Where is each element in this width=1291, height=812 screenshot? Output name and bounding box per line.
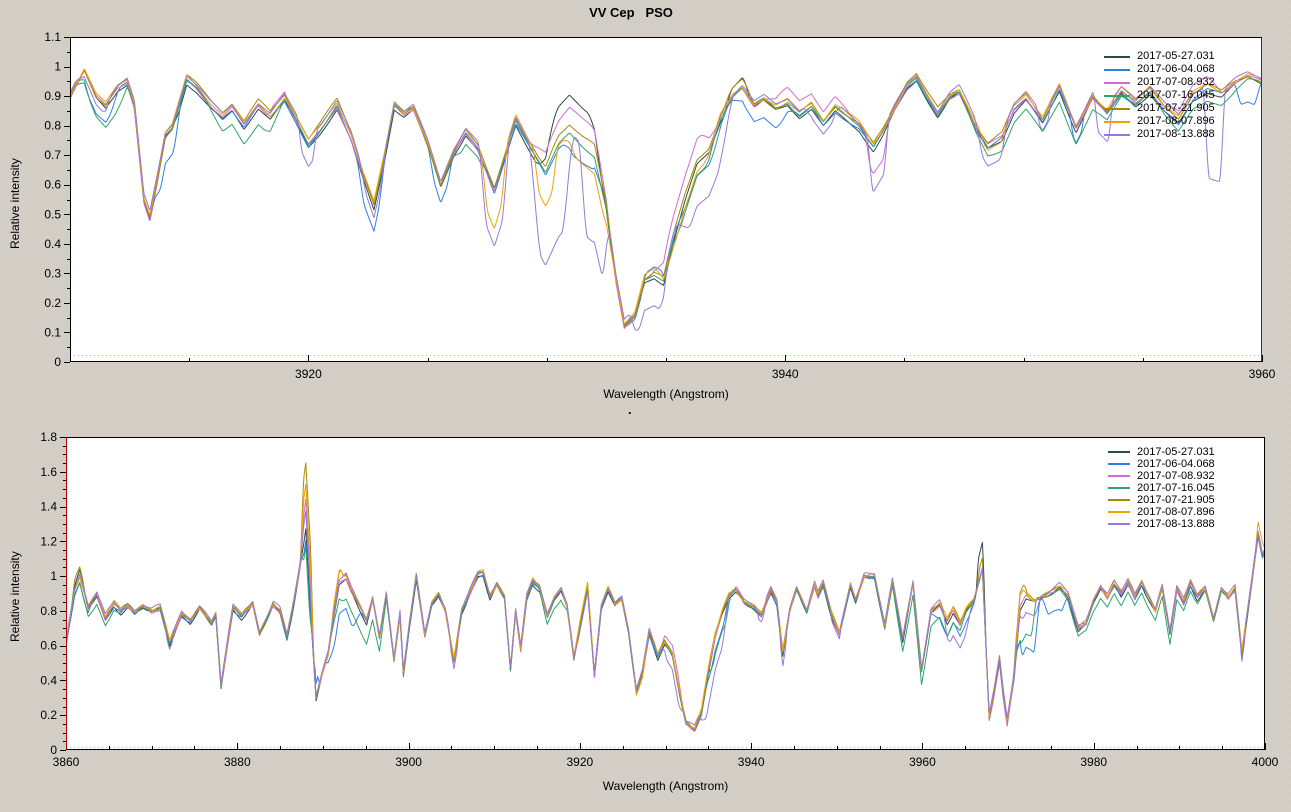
legend-line-swatch bbox=[1108, 511, 1130, 513]
legend-line-swatch bbox=[1108, 463, 1130, 465]
legend-item: 2017-07-16.045 bbox=[1108, 482, 1215, 494]
bottom-yaxis-label: Relative intensity bbox=[8, 551, 22, 642]
legend-item: 2017-08-13.888 bbox=[1104, 128, 1215, 141]
legend-label: 2017-08-07.896 bbox=[1137, 505, 1215, 518]
bottom-legend: 2017-05-27.031 2017-06-04.068 2017-07-08… bbox=[1108, 446, 1215, 530]
legend-line-swatch bbox=[1104, 120, 1130, 123]
legend-item: 2017-06-04.068 bbox=[1104, 63, 1215, 76]
legend-line-swatch bbox=[1108, 475, 1130, 477]
legend-item: 2017-05-27.031 bbox=[1104, 50, 1215, 63]
legend-label: 2017-07-08.932 bbox=[1137, 76, 1215, 88]
bottom-xaxis-label: Wavelength (Angstrom) bbox=[602, 779, 729, 793]
legend-item: 2017-05-27.031 bbox=[1108, 446, 1215, 458]
legend-line-swatch bbox=[1104, 133, 1130, 136]
legend-line-swatch bbox=[1104, 94, 1130, 97]
legend-line-swatch bbox=[1104, 55, 1130, 58]
legend-item: 2017-07-16.045 bbox=[1104, 89, 1215, 102]
legend-line-swatch bbox=[1104, 107, 1130, 110]
legend-item: 2017-08-13.888 bbox=[1108, 518, 1215, 530]
legend-label: 2017-05-27.031 bbox=[1137, 50, 1215, 62]
legend-line-swatch bbox=[1108, 451, 1130, 453]
stray-dot: . bbox=[628, 402, 632, 417]
legend-label: 2017-07-16.045 bbox=[1137, 89, 1215, 101]
legend-item: 2017-07-21.905 bbox=[1104, 102, 1215, 115]
legend-item: 2017-07-08.932 bbox=[1108, 470, 1215, 482]
legend-label: 2017-07-21.905 bbox=[1137, 493, 1215, 506]
legend-line-swatch bbox=[1108, 487, 1130, 489]
legend-label: 2017-07-16.045 bbox=[1137, 481, 1215, 494]
legend-item: 2017-08-07.896 bbox=[1108, 506, 1215, 518]
figure-title: VV Cep PSO bbox=[589, 5, 673, 20]
legend-label: 2017-06-04.068 bbox=[1137, 63, 1215, 75]
top-legend: 2017-05-27.031 2017-06-04.068 2017-07-08… bbox=[1104, 50, 1215, 141]
legend-line-swatch bbox=[1108, 499, 1130, 501]
legend-label: 2017-08-13.888 bbox=[1137, 517, 1215, 530]
top-yaxis-label: Relative intensity bbox=[8, 158, 22, 249]
legend-label: 2017-06-04.068 bbox=[1137, 457, 1215, 470]
legend-label: 2017-07-08.932 bbox=[1137, 469, 1215, 482]
legend-label: 2017-07-21.905 bbox=[1137, 102, 1215, 114]
legend-line-swatch bbox=[1104, 68, 1130, 71]
legend-item: 2017-07-08.932 bbox=[1104, 76, 1215, 89]
legend-item: 2017-08-07.896 bbox=[1104, 115, 1215, 128]
legend-label: 2017-08-07.896 bbox=[1137, 115, 1215, 127]
top-xaxis-label: Wavelength (Angstrom) bbox=[603, 387, 729, 401]
legend-label: 2017-08-13.888 bbox=[1137, 128, 1215, 140]
legend-label: 2017-05-27.031 bbox=[1137, 445, 1215, 458]
legend-line-swatch bbox=[1108, 523, 1130, 525]
legend-line-swatch bbox=[1104, 81, 1130, 84]
legend-item: 2017-06-04.068 bbox=[1108, 458, 1215, 470]
legend-item: 2017-07-21.905 bbox=[1108, 494, 1215, 506]
